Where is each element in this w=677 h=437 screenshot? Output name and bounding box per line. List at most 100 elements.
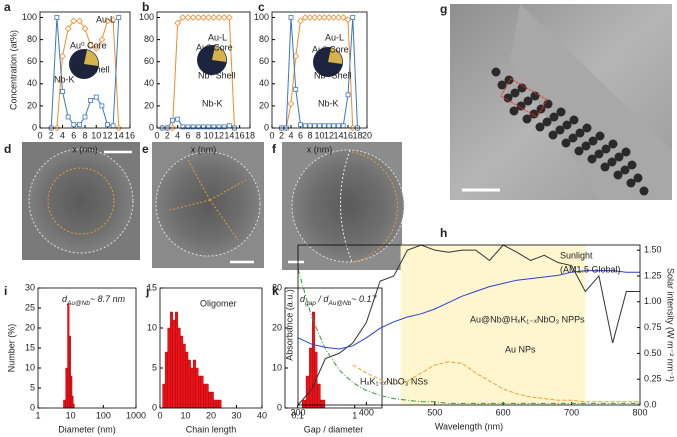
marker <box>195 124 201 130</box>
y-tick-label: 30 <box>25 282 35 292</box>
nanoparticle <box>548 130 558 140</box>
annotation: dAu@Nb~ 8.7 nm <box>62 294 126 306</box>
x-axis-label: x (nm) <box>307 144 333 154</box>
histogram-bar <box>215 399 219 409</box>
histogram-bar <box>175 311 179 409</box>
marker <box>105 122 110 128</box>
marker <box>316 14 323 21</box>
marker <box>307 123 313 129</box>
x-axis-label: Diameter (nm) <box>58 424 116 434</box>
marker <box>330 14 338 21</box>
y-tick-label: 15 <box>25 342 35 352</box>
panel-label: j <box>145 284 149 298</box>
marker <box>306 14 314 21</box>
histogram-bar <box>208 391 212 409</box>
y-tick-label: 0 <box>30 402 35 412</box>
marker <box>220 14 228 21</box>
y-tick-label: 10 <box>25 362 35 372</box>
particle <box>155 151 261 257</box>
annotation-part: gap <box>305 300 316 307</box>
x-tick-label: 10 <box>66 410 76 420</box>
marker <box>60 89 65 94</box>
y-axis-label: Concentration (at%) <box>8 30 18 110</box>
marker <box>88 97 94 103</box>
x-tick-label: 10 <box>314 130 324 140</box>
x-axis-label: Gap / diameter <box>304 424 364 434</box>
marker <box>200 14 207 21</box>
marker <box>311 14 319 21</box>
y-tick-label: 5 <box>152 362 157 372</box>
histogram-bar <box>198 375 201 409</box>
series-label: HₓK₁₋ₓNbO₃ NSs <box>360 376 428 386</box>
marker <box>302 123 308 129</box>
x-tick-label: 0 <box>269 130 274 140</box>
series-label: Nb-K <box>54 74 75 84</box>
x-tick-label: 1 <box>352 410 357 420</box>
histogram-bar <box>309 347 313 409</box>
x-tick-label: 6 <box>298 130 303 140</box>
core-outline <box>351 151 398 263</box>
x-tick-label: 4 <box>175 130 180 140</box>
marker <box>180 124 186 130</box>
y-tick-label: 40 <box>27 78 37 88</box>
highlight-band <box>400 245 586 405</box>
nanoparticle <box>542 117 552 127</box>
histogram-bar <box>195 367 199 409</box>
marker <box>339 14 347 21</box>
y-tick-label: 20 <box>144 100 154 110</box>
annotation: Au⁰ Core <box>196 42 233 52</box>
histogram-bar <box>317 383 321 409</box>
marker <box>109 16 117 24</box>
x-tick-label: 4 <box>288 130 293 140</box>
nanoparticle <box>555 125 565 135</box>
x-tick-label: 18 <box>352 130 362 140</box>
marker <box>292 52 300 60</box>
histogram-bar <box>68 335 71 409</box>
x-tick-label: 300 <box>290 407 305 417</box>
x-axis-label: Chain length <box>186 424 237 434</box>
nanoparticle <box>562 120 572 130</box>
y-tick-label: 15 <box>147 282 157 292</box>
plot-frame <box>284 287 383 409</box>
plot-frame <box>159 287 263 409</box>
nanoparticle <box>600 162 610 172</box>
marker <box>82 114 88 120</box>
x-tick-label: 4 <box>60 130 65 140</box>
marker <box>93 94 99 100</box>
core-outline <box>47 167 115 235</box>
x-axis-label: Wavelength (nm) <box>435 421 503 431</box>
highlight-box <box>500 78 548 118</box>
y2-tick-label: 0.75 <box>644 322 662 332</box>
grain-boundaries <box>169 159 247 241</box>
marker <box>76 122 82 128</box>
y2-tick-label: 1.50 <box>644 245 662 255</box>
annotation-part: ~ 0.17 <box>351 294 377 304</box>
marker <box>104 17 111 25</box>
nanoparticle <box>621 147 631 157</box>
annotation-part: ~ 8.7 nm <box>90 294 126 304</box>
plot-frame <box>39 11 131 129</box>
x-tick-label: 1000 <box>126 410 146 420</box>
histogram-bar <box>73 403 75 409</box>
marker <box>59 52 66 60</box>
histogram-bar <box>63 399 66 409</box>
series-label: Sunlight <box>560 250 593 260</box>
panel-label: k <box>272 284 279 298</box>
x-tick-label: 0 <box>157 410 162 420</box>
annotation: (AM1.5 Global) <box>560 264 621 274</box>
nanoparticle <box>522 114 532 124</box>
histogram-bar <box>67 303 70 409</box>
histogram-bar <box>70 375 73 409</box>
histogram-bar <box>177 327 181 409</box>
histogram-bar <box>185 351 189 409</box>
histogram-bar <box>200 375 204 409</box>
series-line <box>297 268 640 404</box>
x-tick-label: 16 <box>343 130 353 140</box>
marker <box>75 17 83 25</box>
nanoparticle <box>535 122 545 132</box>
nanoparticle <box>503 93 513 103</box>
marker <box>54 15 60 20</box>
marker <box>116 15 122 20</box>
panel-label: h <box>440 226 447 240</box>
x-tick-label: 14 <box>224 130 234 140</box>
